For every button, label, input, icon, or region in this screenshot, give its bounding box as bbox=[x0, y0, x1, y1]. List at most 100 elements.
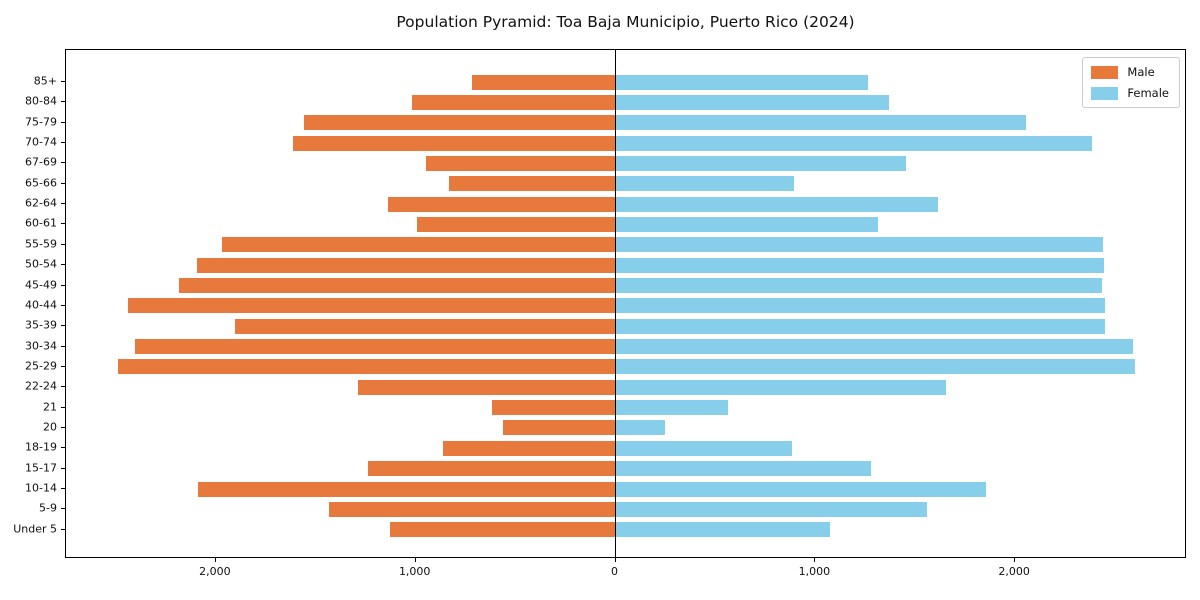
y-tick-mark bbox=[61, 426, 65, 428]
y-tick-mark bbox=[61, 284, 65, 286]
y-tick-label-65-66: 65-66 bbox=[25, 176, 57, 190]
bar-male-75-79 bbox=[303, 115, 616, 131]
bar-female-35-39 bbox=[615, 318, 1106, 334]
y-tick-label-40-44: 40-44 bbox=[25, 298, 57, 312]
y-tick-mark bbox=[61, 488, 65, 489]
bar-male-22-24 bbox=[357, 379, 616, 395]
y-tick-label-67-69: 67-69 bbox=[25, 155, 57, 169]
y-tick-mark bbox=[61, 182, 65, 184]
bar-female-80-84 bbox=[615, 94, 890, 110]
bar-female-45-49 bbox=[615, 278, 1103, 293]
bar-female-10-14 bbox=[615, 481, 987, 497]
bar-female-40-44 bbox=[615, 298, 1106, 314]
y-tick-mark bbox=[61, 101, 65, 103]
y-tick-label-30-34: 30-34 bbox=[25, 339, 57, 353]
bar-female-25-29 bbox=[615, 359, 1136, 375]
y-tick-mark bbox=[61, 467, 65, 469]
bar-male-85+ bbox=[471, 74, 616, 90]
y-tick-label-50-54: 50-54 bbox=[25, 257, 57, 271]
bar-female-22-24 bbox=[615, 379, 947, 395]
y-tick-mark bbox=[61, 386, 65, 388]
y-tick-mark bbox=[61, 121, 65, 123]
legend-item-male: Male bbox=[1091, 65, 1169, 79]
legend: Male Female bbox=[1082, 57, 1180, 108]
bar-male-45-49 bbox=[178, 278, 616, 293]
bar-male-70-74 bbox=[292, 135, 616, 151]
legend-item-female: Female bbox=[1091, 86, 1169, 100]
x-tick-label-2,000: 2,000 bbox=[199, 565, 231, 578]
y-tick-mark bbox=[61, 203, 65, 205]
x-tick-mark bbox=[814, 558, 816, 562]
y-tick-label-75-79: 75-79 bbox=[25, 115, 57, 129]
bar-male-55-59 bbox=[221, 237, 616, 253]
x-tick-label-1,000: 1,000 bbox=[398, 565, 431, 578]
chart-title: Population Pyramid: Toa Baja Municipio, … bbox=[396, 13, 855, 31]
bar-female-18-19 bbox=[615, 440, 793, 456]
bar-female-62-64 bbox=[615, 196, 939, 212]
bar-female-60-61 bbox=[615, 216, 879, 232]
y-tick-mark bbox=[61, 162, 65, 164]
y-tick-mark bbox=[61, 223, 65, 225]
bar-male-15-17 bbox=[367, 461, 616, 477]
y-tick-label-35-39: 35-39 bbox=[25, 318, 57, 332]
y-tick-mark bbox=[61, 264, 65, 266]
x-tick-mark bbox=[214, 558, 216, 562]
y-tick-mark bbox=[61, 528, 65, 530]
bar-female-75-79 bbox=[615, 115, 1027, 131]
bar-male-35-39 bbox=[234, 318, 616, 334]
zero-axis-line bbox=[614, 50, 617, 557]
bar-male-40-44 bbox=[127, 298, 616, 314]
y-tick-mark bbox=[61, 304, 65, 306]
bar-female-5-9 bbox=[615, 501, 928, 517]
y-tick-mark bbox=[61, 325, 65, 327]
bar-female-65-66 bbox=[615, 176, 795, 192]
male-color-swatch bbox=[1091, 65, 1119, 79]
bar-male-10-14 bbox=[197, 481, 616, 497]
y-tick-mark bbox=[61, 406, 65, 408]
y-tick-label-80-84: 80-84 bbox=[25, 94, 57, 108]
bar-female-85+ bbox=[615, 74, 869, 90]
y-tick-label-25-29: 25-29 bbox=[25, 359, 57, 373]
y-tick-label-21: 21 bbox=[43, 400, 57, 414]
bar-male-67-69 bbox=[425, 155, 616, 171]
bar-male-25-29 bbox=[117, 359, 616, 375]
bar-male-62-64 bbox=[387, 196, 616, 212]
legend-label-female: Female bbox=[1127, 86, 1169, 100]
y-tick-label-70-74: 70-74 bbox=[25, 135, 57, 149]
bar-female-55-59 bbox=[615, 237, 1104, 253]
y-tick-mark bbox=[61, 345, 65, 347]
bar-male-5-9 bbox=[328, 501, 616, 517]
bar-male-21 bbox=[491, 400, 616, 416]
female-color-swatch bbox=[1091, 86, 1119, 100]
bar-male-60-61 bbox=[416, 216, 616, 232]
bar-female-70-74 bbox=[615, 135, 1093, 151]
y-tick-label-60-61: 60-61 bbox=[25, 216, 57, 230]
bar-female-15-17 bbox=[615, 461, 872, 477]
y-tick-label-22-24: 22-24 bbox=[25, 379, 57, 393]
bar-male-50-54 bbox=[196, 257, 616, 273]
y-tick-label-18-19: 18-19 bbox=[25, 440, 57, 454]
x-tick-mark bbox=[614, 558, 616, 562]
y-tick-label-15-17: 15-17 bbox=[25, 461, 57, 475]
x-tick-label-2,000: 2,000 bbox=[998, 565, 1030, 578]
y-tick-mark bbox=[61, 142, 65, 144]
bar-female-20 bbox=[615, 420, 666, 436]
bar-female-50-54 bbox=[615, 257, 1105, 273]
y-tick-label-5-9: 5-9 bbox=[39, 501, 57, 515]
y-tick-label-55-59: 55-59 bbox=[25, 237, 57, 251]
y-tick-label-20: 20 bbox=[43, 420, 57, 434]
bar-male-Under 5 bbox=[389, 522, 616, 538]
x-tick-label-1,000: 1,000 bbox=[798, 565, 831, 578]
x-tick-mark bbox=[414, 558, 416, 562]
y-tick-label-Under 5: Under 5 bbox=[13, 522, 57, 536]
bar-female-30-34 bbox=[615, 339, 1134, 355]
y-tick-label-45-49: 45-49 bbox=[25, 278, 57, 291]
y-tick-mark bbox=[61, 243, 65, 245]
bar-male-30-34 bbox=[134, 339, 616, 355]
y-tick-mark bbox=[61, 508, 65, 510]
bar-female-21 bbox=[615, 400, 729, 416]
y-tick-mark bbox=[61, 447, 65, 449]
x-tick-mark bbox=[1014, 558, 1016, 562]
bar-male-18-19 bbox=[442, 440, 616, 456]
